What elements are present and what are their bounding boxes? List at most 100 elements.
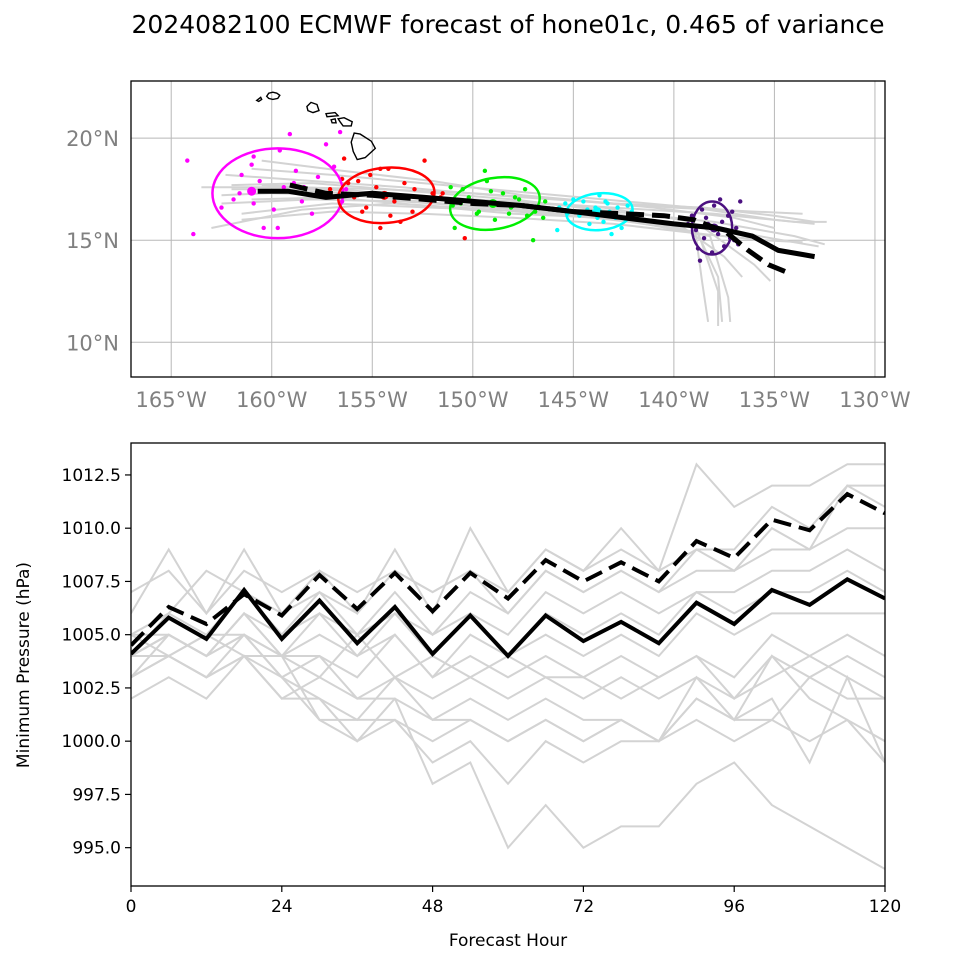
ensemble-position-point bbox=[251, 154, 256, 159]
deterministic-track bbox=[289, 182, 790, 276]
hawaii-island-outline bbox=[336, 116, 354, 127]
pressure-plot-area bbox=[131, 462, 885, 870]
ensemble-position-point bbox=[717, 197, 723, 202]
x-tick-label: 24 bbox=[271, 897, 293, 917]
deterministic-pressure-line bbox=[131, 491, 885, 647]
ensemble-position-point bbox=[422, 158, 427, 163]
ensemble-position-point bbox=[488, 189, 494, 194]
ensemble-member-track bbox=[251, 167, 815, 225]
ensemble-position-point bbox=[237, 191, 242, 196]
ensemble-position-point bbox=[392, 199, 397, 204]
ensemble-position-point bbox=[219, 205, 224, 210]
ensemble-position-point bbox=[492, 217, 498, 223]
ensemble-position-point bbox=[729, 209, 735, 214]
ensemble-mean-position bbox=[247, 186, 257, 196]
map-tick-labels: 165°W 160°W 155°W 150°W 145°W 140°W 135°W 130°W… bbox=[66, 127, 911, 412]
ensemble-position-point bbox=[625, 203, 630, 208]
ensemble-position-point bbox=[462, 235, 467, 241]
hawaii-island-outline bbox=[330, 117, 337, 124]
uncertainty-ellipse bbox=[448, 175, 541, 232]
ensemble-position-point bbox=[452, 225, 457, 231]
x-tick-label: 120 bbox=[869, 897, 901, 917]
map-lon-tick-label: 160°W bbox=[236, 388, 308, 412]
ensemble-position-point bbox=[343, 186, 349, 192]
ensemble-position-point bbox=[249, 162, 254, 167]
ensemble-position-point bbox=[448, 184, 453, 190]
ensemble-position-point bbox=[703, 215, 709, 220]
ensemble-mean-pressure-line bbox=[131, 576, 885, 659]
ensemble-position-point bbox=[364, 205, 369, 210]
hawaii-island-outline bbox=[350, 132, 377, 161]
ensemble-position-point bbox=[440, 191, 445, 196]
ensemble-position-point bbox=[191, 231, 196, 237]
map-lat-tick-label: 10°N bbox=[66, 331, 119, 355]
ensemble-position-point bbox=[609, 231, 614, 237]
ensemble-position-point bbox=[512, 195, 518, 200]
y-tick-label: 1005.0 bbox=[62, 626, 121, 646]
x-tick-label: 96 bbox=[723, 897, 745, 917]
ensemble-position-point bbox=[315, 174, 321, 180]
ensemble-member-pressure-line bbox=[131, 611, 885, 870]
map-lat-tick-label: 15°N bbox=[66, 229, 119, 253]
ensemble-position-point bbox=[699, 207, 705, 212]
ensemble-position-point bbox=[581, 199, 586, 204]
ensemble-position-point bbox=[337, 129, 343, 135]
ensemble-position-point bbox=[402, 180, 407, 186]
ensemble-position-point bbox=[530, 238, 536, 243]
ensemble-position-point bbox=[506, 211, 512, 216]
y-tick-label: 1000.0 bbox=[62, 732, 121, 752]
ensemble-position-point bbox=[287, 131, 293, 137]
ensemble-member-pressure-line bbox=[131, 548, 885, 658]
map-panel: 165°W 160°W 155°W 150°W 145°W 140°W 135°W 130°W… bbox=[66, 80, 911, 412]
ensemble-position-point bbox=[542, 199, 548, 204]
ensemble-position-point bbox=[309, 211, 315, 216]
x-tick-label: 72 bbox=[573, 897, 595, 917]
ensemble-position-point bbox=[251, 201, 256, 206]
ensemble-position-point bbox=[693, 227, 699, 233]
ensemble-position-point bbox=[327, 186, 333, 192]
ensemble-position-point bbox=[619, 225, 624, 231]
map-lon-tick-label: 130°W bbox=[839, 388, 911, 412]
ensemble-position-point bbox=[185, 158, 190, 163]
ensemble-position-point bbox=[299, 199, 305, 204]
pressure-panel: 0 24 48 72 96 120 995.0 997.5 1000.0 1002.5 1005.0… bbox=[14, 442, 902, 951]
x-tick-label: 0 bbox=[126, 897, 137, 917]
ensemble-position-point bbox=[711, 203, 717, 208]
y-tick-label: 1012.5 bbox=[62, 466, 121, 486]
ensemble-position-point bbox=[605, 201, 610, 206]
ensemble-position-point bbox=[281, 184, 287, 190]
map-background bbox=[131, 81, 885, 377]
map-lon-tick-label: 165°W bbox=[136, 388, 208, 412]
pressure-background bbox=[131, 443, 885, 886]
ensemble-position-point bbox=[261, 225, 266, 231]
ensemble-position-point bbox=[388, 213, 393, 218]
ensemble-position-point bbox=[563, 201, 568, 206]
ensemble-position-point bbox=[555, 227, 560, 233]
ensemble-position-point bbox=[701, 235, 707, 241]
y-tick-label: 997.5 bbox=[72, 785, 121, 805]
ensemble-position-point bbox=[500, 191, 506, 196]
ensemble-member-track bbox=[211, 202, 743, 278]
ensemble-position-point bbox=[341, 156, 347, 161]
ensemble-position-point bbox=[271, 207, 276, 212]
ensemble-position-point bbox=[378, 225, 383, 231]
hawaii-island-outline bbox=[325, 111, 340, 118]
ensemble-position-point bbox=[466, 195, 471, 200]
ensemble-position-point bbox=[540, 215, 546, 220]
ensemble-position-point bbox=[374, 184, 379, 190]
y-tick-label: 1002.5 bbox=[62, 679, 121, 699]
ensemble-position-point bbox=[615, 205, 620, 210]
ensemble-member-pressure-line bbox=[131, 654, 885, 786]
ensemble-position-point bbox=[715, 231, 721, 237]
map-lon-tick-label: 150°W bbox=[437, 388, 509, 412]
hawaii-island-outline bbox=[265, 91, 281, 101]
uncertainty-ellipse bbox=[565, 191, 634, 232]
chart-title: 2024082100 ECMWF forecast of hone01c, 0.… bbox=[131, 10, 885, 39]
ensemble-position-point bbox=[601, 219, 606, 225]
map-lon-tick-label: 155°W bbox=[337, 388, 409, 412]
ensemble-position-point bbox=[719, 219, 725, 225]
x-axis-label: Forecast Hour bbox=[449, 931, 567, 951]
pressure-ticks: 0 24 48 72 96 120 995.0 997.5 1000.0 1002.5 1005.0… bbox=[62, 466, 902, 917]
map-lon-tick-label: 140°W bbox=[638, 388, 710, 412]
